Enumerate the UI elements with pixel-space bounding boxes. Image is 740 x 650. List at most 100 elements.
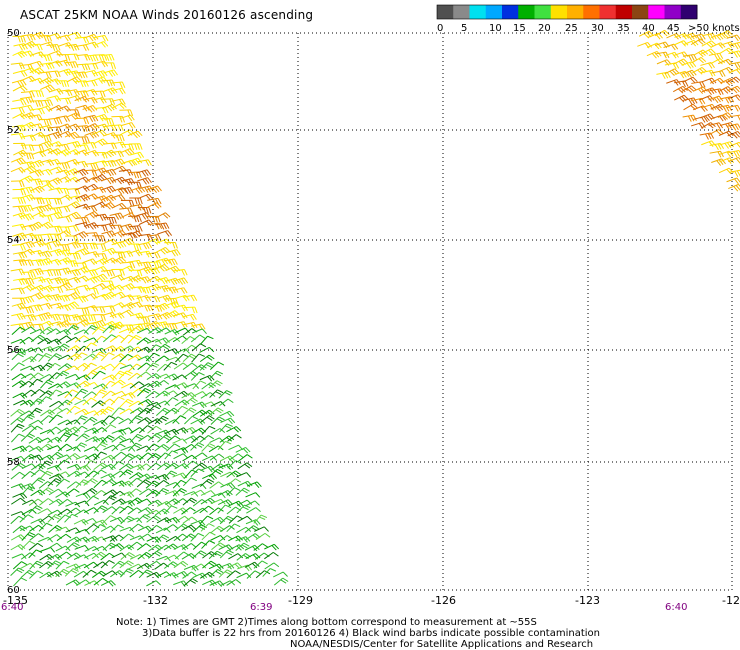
wind-barb — [38, 277, 53, 285]
wind-barb — [100, 560, 115, 569]
wind-barb — [20, 414, 35, 423]
wind-barb — [93, 335, 108, 344]
wind-barb — [75, 216, 90, 224]
wind-barb — [219, 398, 234, 407]
wind-barb — [20, 186, 35, 194]
wind-barb — [74, 544, 90, 551]
wind-barb — [163, 361, 178, 371]
wind-barb — [92, 490, 107, 498]
wind-barb — [65, 419, 81, 426]
wind-barb — [29, 372, 44, 381]
wind-barb — [190, 532, 205, 542]
wind-barb — [253, 560, 268, 569]
wind-barb — [127, 157, 143, 166]
wind-barb — [10, 132, 26, 140]
wind-barb — [38, 118, 52, 126]
wind-barb — [91, 370, 106, 380]
wind-barb — [48, 451, 64, 460]
wind-barb — [112, 251, 126, 259]
wind-barb — [147, 344, 162, 354]
wind-barb — [49, 400, 64, 408]
wind-barb — [74, 248, 90, 256]
wind-barb — [83, 362, 97, 372]
wind-barb — [84, 470, 100, 479]
wind-barb — [29, 378, 43, 388]
wind-barb — [12, 112, 28, 120]
wind-barb — [102, 424, 117, 433]
wind-barb — [20, 240, 36, 249]
wind-barb — [31, 211, 47, 219]
wind-barb — [708, 128, 724, 136]
wind-barb — [201, 540, 216, 549]
wind-barb — [220, 417, 236, 425]
wind-barb — [102, 345, 118, 352]
wind-barb — [65, 70, 81, 78]
wind-barb — [28, 221, 44, 230]
wind-barb — [163, 524, 179, 531]
wind-barb — [209, 361, 225, 370]
wind-barb — [148, 550, 163, 559]
wind-barb — [136, 212, 152, 220]
scale-label: 5 — [461, 23, 467, 34]
wind-barb — [137, 387, 152, 397]
wind-barb — [183, 564, 199, 572]
wind-barb — [12, 35, 26, 43]
wind-barb — [183, 460, 199, 469]
wind-barb — [109, 312, 125, 319]
wind-barb — [155, 407, 171, 416]
wind-barb — [138, 233, 153, 241]
wind-barb — [183, 435, 199, 442]
wind-barb — [66, 201, 81, 209]
wind-barb — [127, 507, 143, 515]
wind-barb — [718, 167, 734, 175]
wind-barb — [693, 49, 709, 58]
wind-barb — [219, 423, 233, 433]
wind-barb — [58, 498, 73, 507]
wind-barb — [236, 504, 251, 514]
wind-barb — [28, 505, 43, 514]
wind-barb — [28, 436, 44, 444]
wind-barb — [47, 570, 62, 578]
wind-barb — [11, 351, 26, 361]
wind-barb — [65, 373, 81, 380]
wind-barb — [29, 100, 44, 107]
wind-barb — [101, 415, 116, 424]
wind-barb — [109, 324, 123, 334]
wind-barb — [21, 532, 36, 541]
wind-barb — [29, 178, 44, 186]
wind-barb — [138, 425, 154, 434]
wind-barb — [726, 34, 740, 42]
wind-barb — [237, 462, 253, 470]
wind-barb — [119, 114, 135, 122]
wind-barb — [181, 507, 196, 515]
wind-barb — [648, 32, 663, 40]
wind-barb — [92, 174, 108, 182]
wind-barb — [728, 150, 740, 158]
wind-barb — [83, 416, 98, 425]
wind-barb — [19, 213, 35, 221]
wind-barb — [190, 468, 205, 478]
wind-barb — [40, 84, 55, 93]
wind-barb — [708, 95, 724, 104]
wind-barb — [12, 188, 27, 196]
wind-barb — [235, 447, 251, 454]
wind-barb — [56, 162, 71, 170]
wind-barb — [237, 515, 253, 523]
wind-barb — [700, 48, 716, 55]
wind-barb — [127, 130, 143, 139]
wind-barb — [109, 334, 125, 343]
wind-barb — [255, 532, 271, 540]
wind-barb — [201, 531, 216, 541]
wind-barb — [118, 370, 133, 380]
wind-barb — [75, 266, 91, 274]
scale-swatch — [534, 5, 552, 19]
wind-barb — [235, 487, 250, 496]
wind-barb — [210, 525, 225, 534]
wind-barb — [183, 578, 198, 587]
wind-barb — [191, 563, 207, 570]
wind-barb — [83, 269, 99, 277]
wind-barb — [202, 551, 217, 559]
wind-barb — [129, 312, 145, 320]
wind-barb — [183, 491, 199, 497]
wind-barb — [673, 51, 689, 58]
